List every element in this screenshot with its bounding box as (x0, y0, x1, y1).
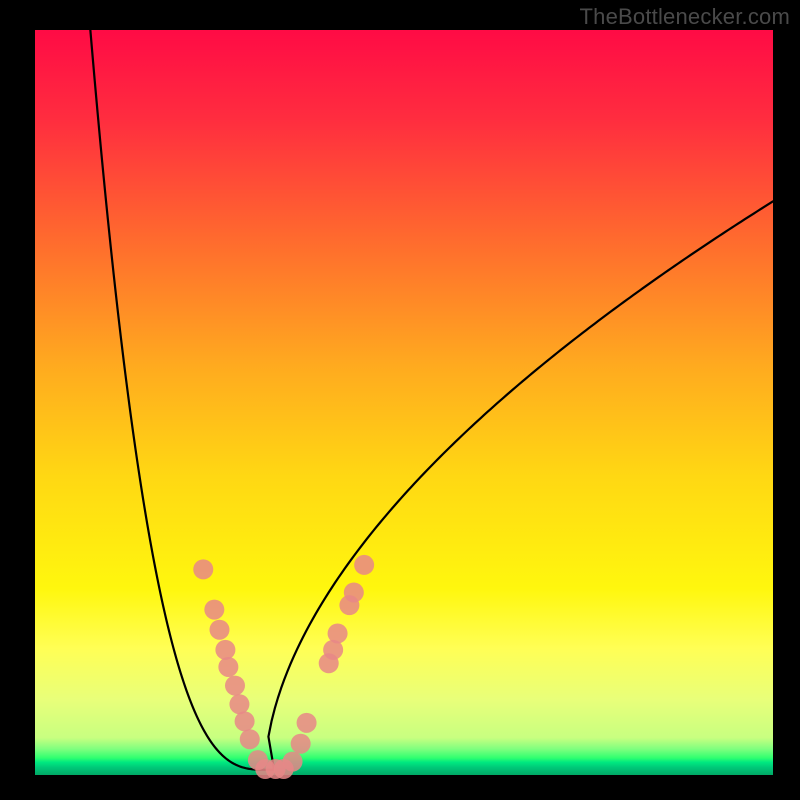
data-marker (240, 729, 260, 749)
bottleneck-chart (0, 0, 800, 800)
data-marker (344, 582, 364, 602)
data-marker (215, 640, 235, 660)
watermark-text: TheBottlenecker.com (580, 4, 790, 30)
data-marker (193, 559, 213, 579)
data-marker (204, 600, 224, 620)
data-marker (328, 623, 348, 643)
data-marker (235, 711, 255, 731)
data-marker (218, 657, 238, 677)
data-marker (210, 620, 230, 640)
data-marker (229, 694, 249, 714)
data-marker (291, 734, 311, 754)
data-marker (283, 752, 303, 772)
data-marker (297, 713, 317, 733)
chart-container: TheBottlenecker.com (0, 0, 800, 800)
gradient-background (35, 30, 773, 775)
data-marker (354, 555, 374, 575)
data-marker (225, 676, 245, 696)
